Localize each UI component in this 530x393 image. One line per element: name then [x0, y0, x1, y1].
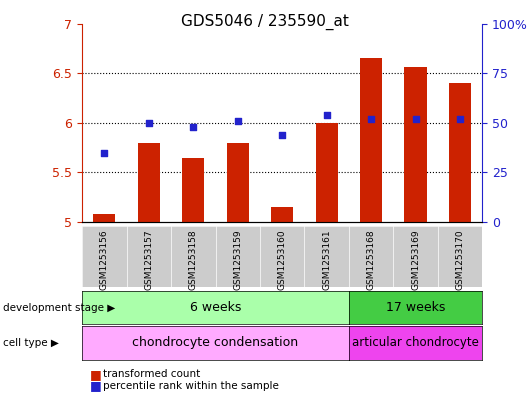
- Text: GSM1253168: GSM1253168: [367, 229, 376, 290]
- Bar: [315, 123, 338, 222]
- Text: 17 weeks: 17 weeks: [386, 301, 445, 314]
- Text: GSM1253169: GSM1253169: [411, 229, 420, 290]
- Text: chondrocyte condensation: chondrocyte condensation: [132, 336, 298, 349]
- Text: transformed count: transformed count: [103, 369, 200, 379]
- Text: development stage ▶: development stage ▶: [3, 303, 115, 312]
- Point: [234, 118, 242, 124]
- Text: GSM1253156: GSM1253156: [100, 229, 109, 290]
- Bar: [93, 214, 116, 222]
- Point: [278, 132, 287, 138]
- Point: [145, 119, 153, 126]
- Bar: [360, 58, 382, 222]
- Text: percentile rank within the sample: percentile rank within the sample: [103, 381, 279, 391]
- Point: [100, 149, 109, 156]
- Bar: [404, 67, 427, 222]
- Text: GSM1253159: GSM1253159: [233, 229, 242, 290]
- Text: 6 weeks: 6 weeks: [190, 301, 241, 314]
- Text: GSM1253160: GSM1253160: [278, 229, 287, 290]
- Bar: [271, 207, 293, 222]
- Point: [367, 116, 375, 122]
- Text: GSM1253157: GSM1253157: [144, 229, 153, 290]
- Text: GSM1253158: GSM1253158: [189, 229, 198, 290]
- Point: [189, 124, 198, 130]
- Bar: [138, 143, 160, 222]
- Point: [411, 116, 420, 122]
- Bar: [227, 143, 249, 222]
- Bar: [182, 158, 205, 222]
- Point: [456, 116, 464, 122]
- Text: GDS5046 / 235590_at: GDS5046 / 235590_at: [181, 14, 349, 30]
- Text: cell type ▶: cell type ▶: [3, 338, 58, 348]
- Text: GSM1253161: GSM1253161: [322, 229, 331, 290]
- Point: [322, 112, 331, 118]
- Bar: [449, 83, 471, 222]
- Text: ■: ■: [90, 379, 102, 393]
- Text: ■: ■: [90, 367, 102, 381]
- Text: GSM1253170: GSM1253170: [456, 229, 465, 290]
- Text: articular chondrocyte: articular chondrocyte: [352, 336, 479, 349]
